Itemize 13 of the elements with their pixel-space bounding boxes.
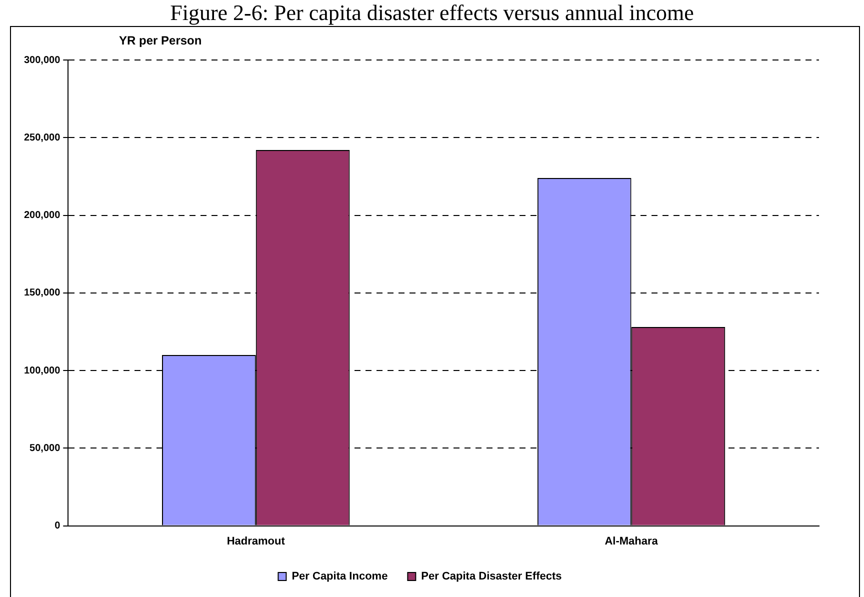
y-tick-label: 0 [54,520,61,532]
legend-label: Per Capita Income [292,570,388,583]
y-tick-label: 200,000 [24,210,61,222]
x-tick-label: Hadramout [226,535,286,548]
x-tick-label: Al-Mahara [604,535,659,548]
y-tick-label: 50,000 [30,442,61,454]
y-tick-label: 250,000 [24,132,61,144]
y-tick-label: 150,000 [24,288,61,299]
y-axis-title: YR per Person [119,33,202,48]
y-tick-label: 100,000 [24,365,61,376]
legend-label: Per Capita Disaster Effects [421,570,562,583]
chart-title: Figure 2-6: Per capita disaster effects versus annual income [169,0,695,26]
y-tick-label: 300,000 [24,54,61,66]
